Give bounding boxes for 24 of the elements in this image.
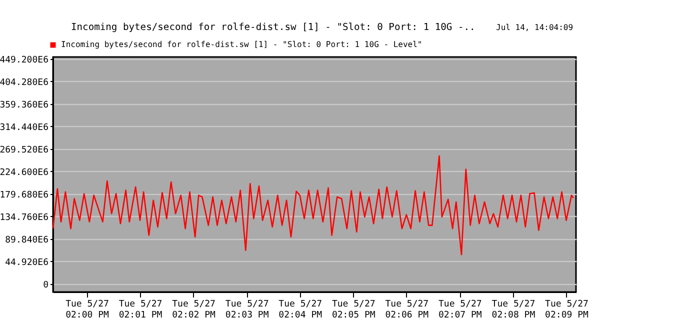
legend-label: Incoming bytes/second for rolfe-dist.sw [1] - "Slot: 0 Port: 1 10G - Level" bbox=[61, 40, 422, 49]
x-tick-label: Tue 5/27 02:08 PM bbox=[492, 300, 536, 320]
x-tick-label: Tue 5/27 02:04 PM bbox=[278, 300, 323, 320]
y-tick-label: 134.760E6 bbox=[0, 212, 48, 223]
x-tick-label: Tue 5/27 02:01 PM bbox=[118, 300, 163, 320]
x-tick-label: Tue 5/27 02:06 PM bbox=[385, 300, 430, 320]
y-tick-label: 89.840E6 bbox=[5, 235, 48, 246]
text: Jul 14, 14:04:09 bbox=[496, 23, 574, 32]
chart-title: Incoming bytes/second for rolfe-dist.sw [1] - "Slot: 0 Port: 1 10G -.. bbox=[71, 22, 476, 33]
y-tick-label: 0 bbox=[43, 280, 48, 290]
x-tick-label: Tue 5/27 02:09 PM bbox=[545, 300, 589, 320]
x-tick-label: Tue 5/27 02:05 PM bbox=[332, 300, 376, 320]
y-tick-label: 269.520E6 bbox=[0, 145, 48, 156]
x-tick-label: Tue 5/27 02:03 PM bbox=[225, 300, 270, 320]
y-tick-label: 44.920E6 bbox=[5, 258, 48, 268]
x-tick-label: Tue 5/27 02:02 PM bbox=[172, 300, 216, 320]
y-tick-label: 449.200E6 bbox=[0, 55, 48, 66]
y-tick-label: 314.440E6 bbox=[0, 122, 48, 133]
x-tick-label: Tue 5/27 02:00 PM bbox=[66, 300, 110, 320]
y-tick-label: 359.360E6 bbox=[0, 100, 48, 110]
y-tick-label: 404.280E6 bbox=[0, 78, 48, 88]
y-tick-label: 224.600E6 bbox=[0, 168, 48, 178]
y-tick-label: 179.680E6 bbox=[0, 190, 48, 200]
x-tick-label: Tue 5/27 02:07 PM bbox=[438, 300, 482, 320]
